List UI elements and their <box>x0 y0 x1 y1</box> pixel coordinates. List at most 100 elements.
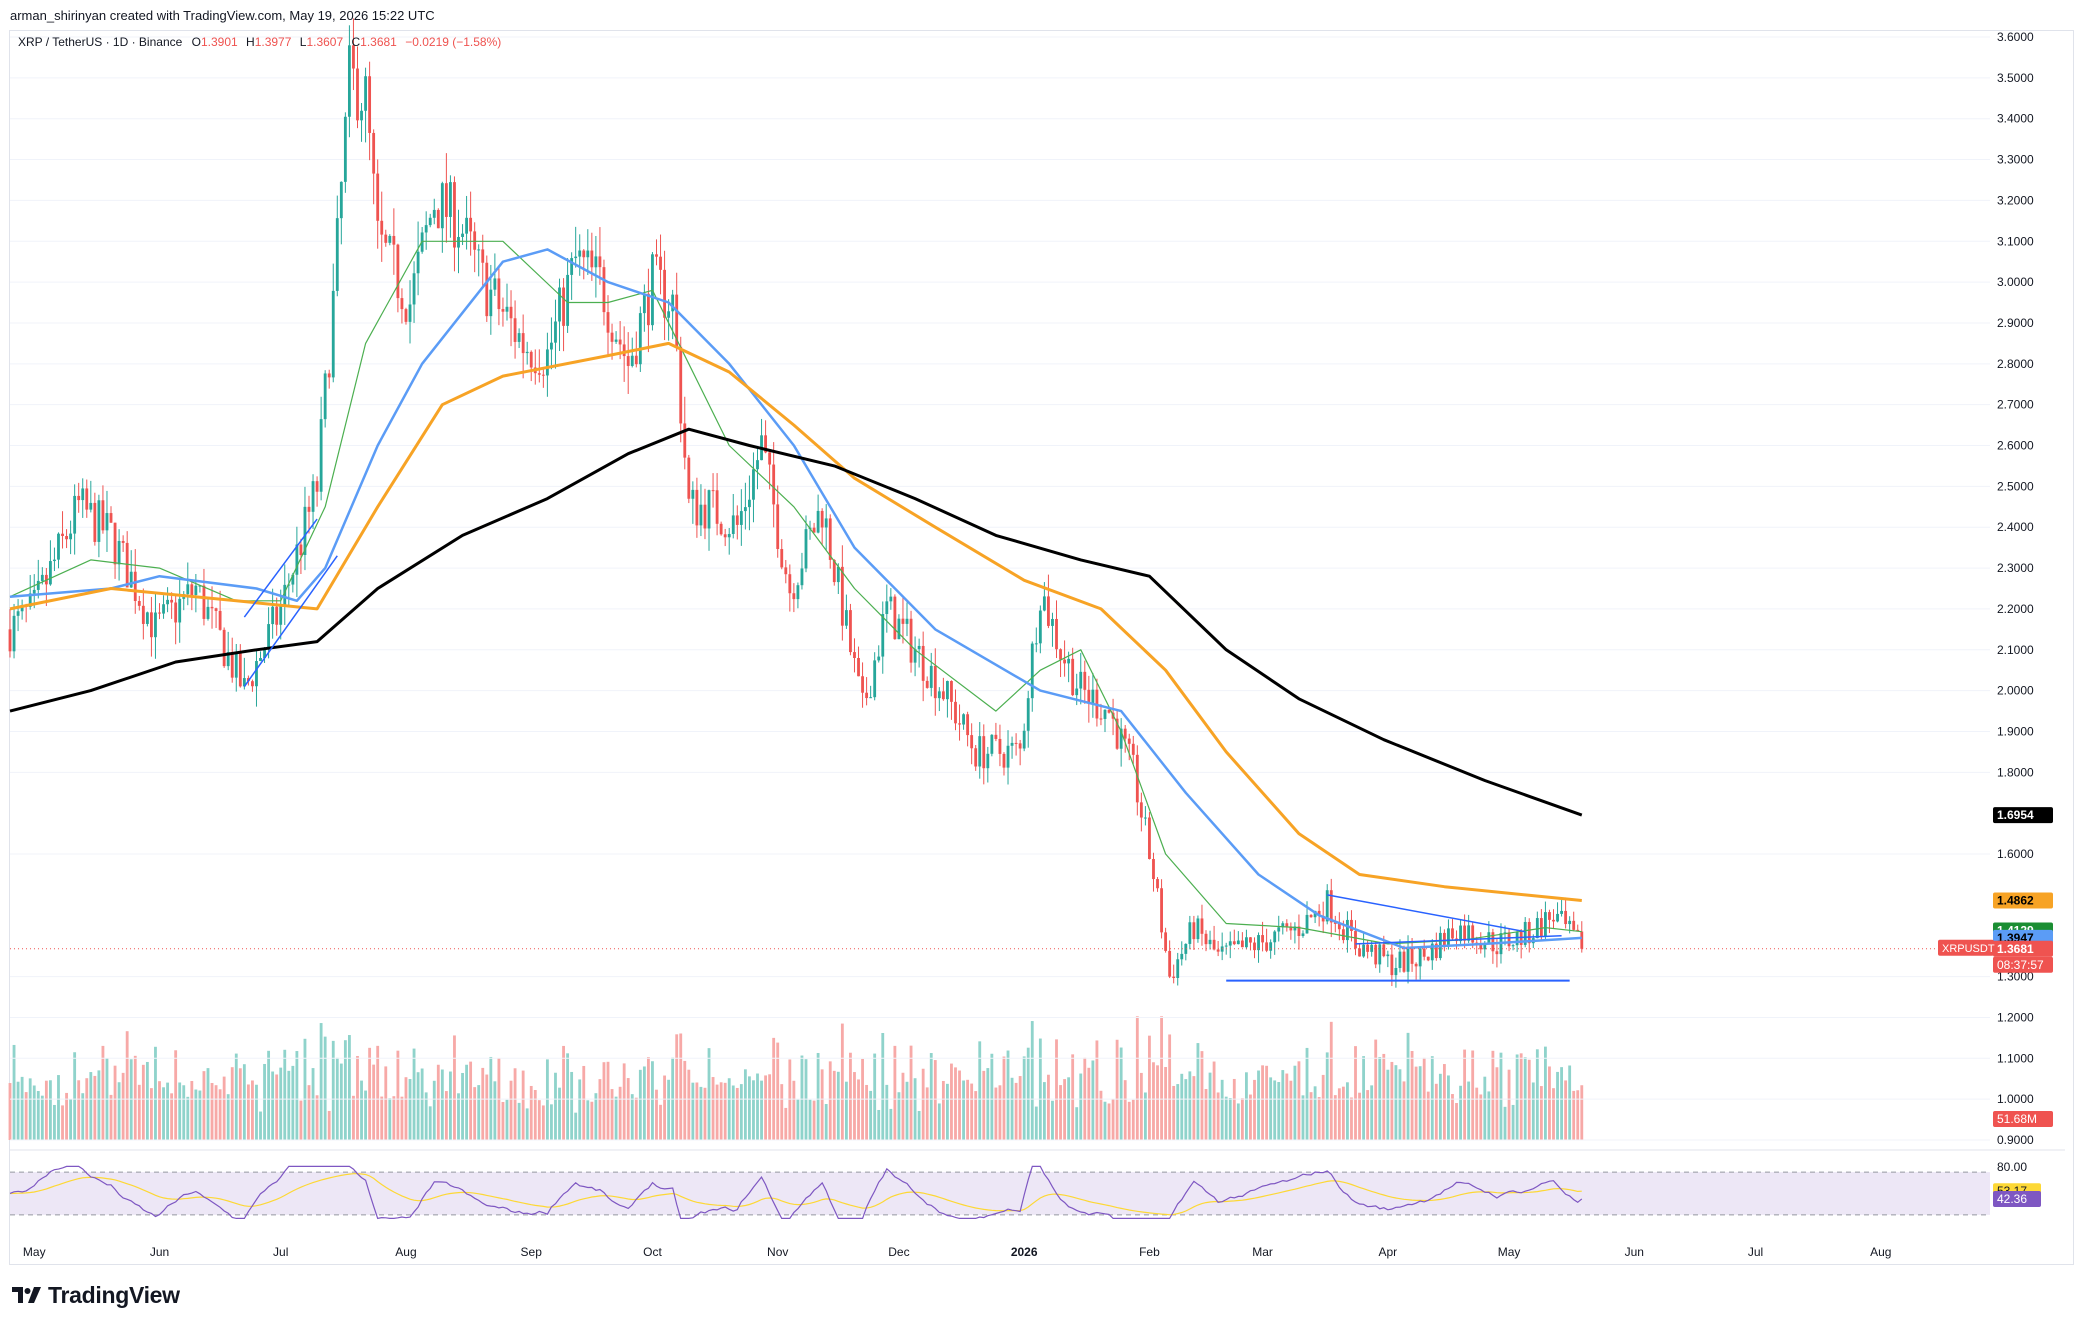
time-axis[interactable]: May Jun Jul Aug Sep Oct Nov Dec 2026 Feb Mar Apr May… <box>23 1245 1892 1259</box>
candle <box>1018 743 1022 749</box>
volume-bar <box>81 1093 85 1140</box>
candle <box>703 504 707 529</box>
time-tick-label: Aug <box>395 1245 416 1259</box>
candle <box>917 645 921 650</box>
volume-bar <box>178 1082 182 1140</box>
candle <box>218 610 222 630</box>
candle <box>12 615 16 652</box>
candle <box>562 287 565 326</box>
volume-bar <box>1402 1081 1406 1140</box>
volume-bar <box>230 1067 234 1140</box>
volume-bar <box>170 1093 174 1140</box>
volume-bar <box>1471 1050 1475 1140</box>
price-chart[interactable]: 80.0053.1742.36 3.6000 3.5000 3.4000 3.3000… <box>0 0 2078 1280</box>
volume-bar <box>1208 1072 1212 1140</box>
change-value: −0.0219 (−1.58%) <box>405 35 501 49</box>
candle <box>941 691 945 700</box>
volume-bar <box>1079 1073 1083 1140</box>
candle <box>1366 944 1370 952</box>
volume-bar <box>1269 1077 1273 1140</box>
candle <box>226 652 230 667</box>
candle <box>699 504 703 526</box>
candle <box>1026 698 1030 731</box>
volume-bar <box>65 1092 68 1140</box>
candle <box>752 469 755 500</box>
volume-bar <box>1386 1069 1390 1140</box>
volume-bar <box>93 1075 97 1140</box>
volume-bar <box>1115 1039 1119 1140</box>
price-tick-label: 0.9000 <box>1997 1133 2034 1147</box>
candle <box>251 681 254 687</box>
volume-bar <box>85 1078 89 1140</box>
price-axis[interactable]: 3.6000 3.5000 3.4000 3.3000 3.2000 3.1000 3.00… <box>1938 30 2053 1147</box>
volume-bar <box>614 1096 618 1140</box>
candle <box>913 649 917 663</box>
candle <box>1451 928 1454 939</box>
candle <box>73 495 77 534</box>
volume-bar <box>760 1080 763 1140</box>
candle <box>1321 915 1325 922</box>
volume-bar <box>578 1079 582 1140</box>
candle <box>933 665 937 699</box>
candle <box>1192 922 1196 940</box>
candle <box>20 605 24 612</box>
open-label: O <box>192 35 201 49</box>
volume-bar <box>513 1068 517 1140</box>
candle <box>1253 942 1256 951</box>
volume-bar <box>1010 1077 1014 1140</box>
volume-bar <box>1378 1057 1382 1140</box>
candle <box>368 76 372 133</box>
moving-average-line <box>9 341 1582 902</box>
volume-bar <box>869 1090 873 1140</box>
candle <box>1507 932 1511 947</box>
candle <box>707 490 711 529</box>
volume-bar <box>174 1050 178 1140</box>
volume-bar <box>404 1077 408 1140</box>
volume-bar <box>1329 1021 1333 1140</box>
candle <box>267 624 271 649</box>
candle <box>16 611 20 616</box>
candle <box>1236 940 1240 945</box>
volume-bar <box>307 1085 311 1140</box>
candle <box>1406 947 1410 972</box>
volume-bar <box>1426 1091 1430 1140</box>
candle <box>642 293 646 314</box>
candle <box>61 533 64 537</box>
volume-bar <box>364 1090 367 1140</box>
candle <box>453 182 456 248</box>
close-label: C <box>351 35 360 49</box>
candle <box>929 665 933 688</box>
volume-bar <box>634 1097 638 1140</box>
candle <box>1232 941 1236 945</box>
candle <box>1281 923 1285 928</box>
volume-bar <box>218 1089 222 1140</box>
candle <box>812 527 816 533</box>
price-tick-label: 2.8000 <box>1997 357 2034 371</box>
candle <box>998 738 1002 754</box>
volume-bar <box>630 1094 634 1140</box>
volume-bar <box>283 1049 287 1140</box>
candle <box>622 344 626 357</box>
candle <box>659 256 662 270</box>
countdown-label: 08:37:57 <box>1997 958 2044 972</box>
candle <box>1442 932 1446 946</box>
candle <box>234 653 238 678</box>
candle <box>958 723 961 725</box>
volume-bar <box>1531 1082 1535 1140</box>
volume-bar <box>1156 1065 1159 1140</box>
candle <box>1390 954 1394 976</box>
volume-bar <box>347 1035 351 1140</box>
price-tick-label: 3.5000 <box>1997 71 2034 85</box>
volume-bar <box>1055 1039 1058 1140</box>
candle <box>1580 931 1584 949</box>
candle <box>238 653 242 687</box>
volume-bar <box>315 1095 319 1140</box>
drawings[interactable] <box>10 518 1990 982</box>
candle <box>1038 610 1042 644</box>
volume-bar <box>198 1090 202 1140</box>
volume-bar <box>271 1071 275 1140</box>
tradingview-logo[interactable]: TradingView <box>12 1282 180 1309</box>
candle <box>1135 754 1139 803</box>
volume-bar <box>1030 1021 1034 1140</box>
volume-bar <box>646 1057 650 1140</box>
